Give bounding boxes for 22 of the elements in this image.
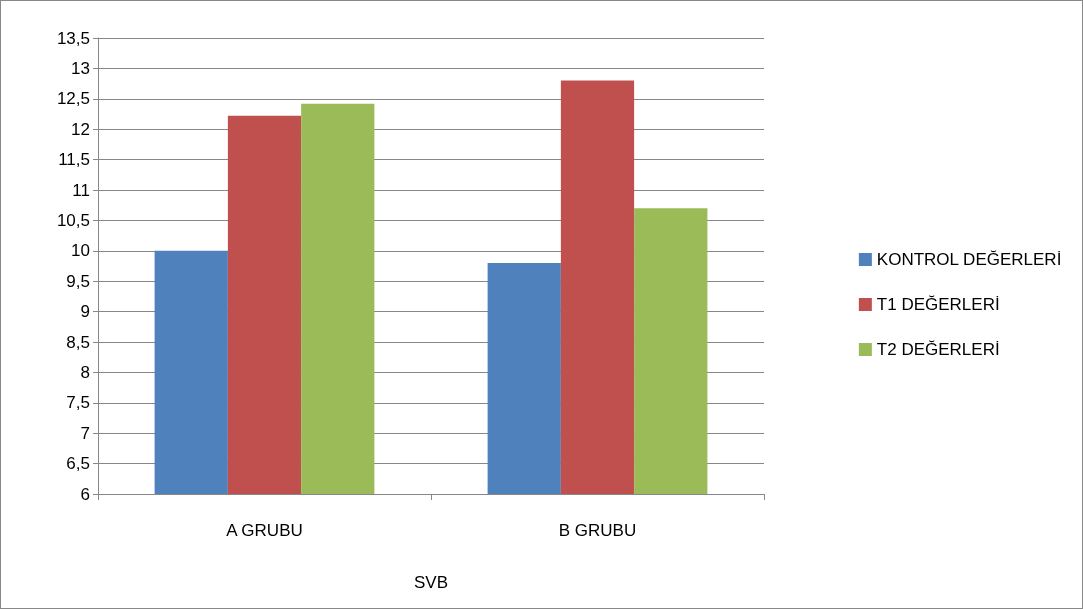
y-tick-label: 8,5 bbox=[66, 332, 90, 352]
y-tick-label: 10,5 bbox=[56, 210, 90, 230]
y-tick-label: 13 bbox=[71, 58, 90, 78]
y-tick-label: 12 bbox=[71, 119, 90, 139]
y-tick-label: 7,5 bbox=[66, 393, 90, 413]
x-tick-label: B GRUBU bbox=[558, 521, 637, 540]
y-tick-label: 8 bbox=[80, 362, 90, 382]
y-tick-label: 6 bbox=[80, 484, 90, 504]
y-tick-label: 6,5 bbox=[66, 454, 90, 474]
x-axis-title: SVB bbox=[413, 573, 449, 592]
y-tick-label: 11 bbox=[72, 180, 90, 200]
y-tick-label: 9 bbox=[80, 302, 90, 322]
legend-label: T2 DEĞERLERİ bbox=[876, 340, 1000, 359]
y-tick-label: 10 bbox=[71, 241, 90, 261]
y-tick-label: 9,5 bbox=[66, 271, 90, 291]
legend-label: T1 DEĞERLERİ bbox=[876, 295, 1000, 314]
y-tick-label: 13,5 bbox=[56, 28, 90, 48]
y-tick-label: 12,5 bbox=[56, 89, 90, 109]
y-tick-label: 11,5 bbox=[58, 150, 90, 170]
legend-label: KONTROL DEĞERLERİ bbox=[876, 250, 1062, 269]
x-tick-label: A GRUBU bbox=[226, 521, 303, 540]
y-tick-label: 7 bbox=[80, 423, 90, 443]
